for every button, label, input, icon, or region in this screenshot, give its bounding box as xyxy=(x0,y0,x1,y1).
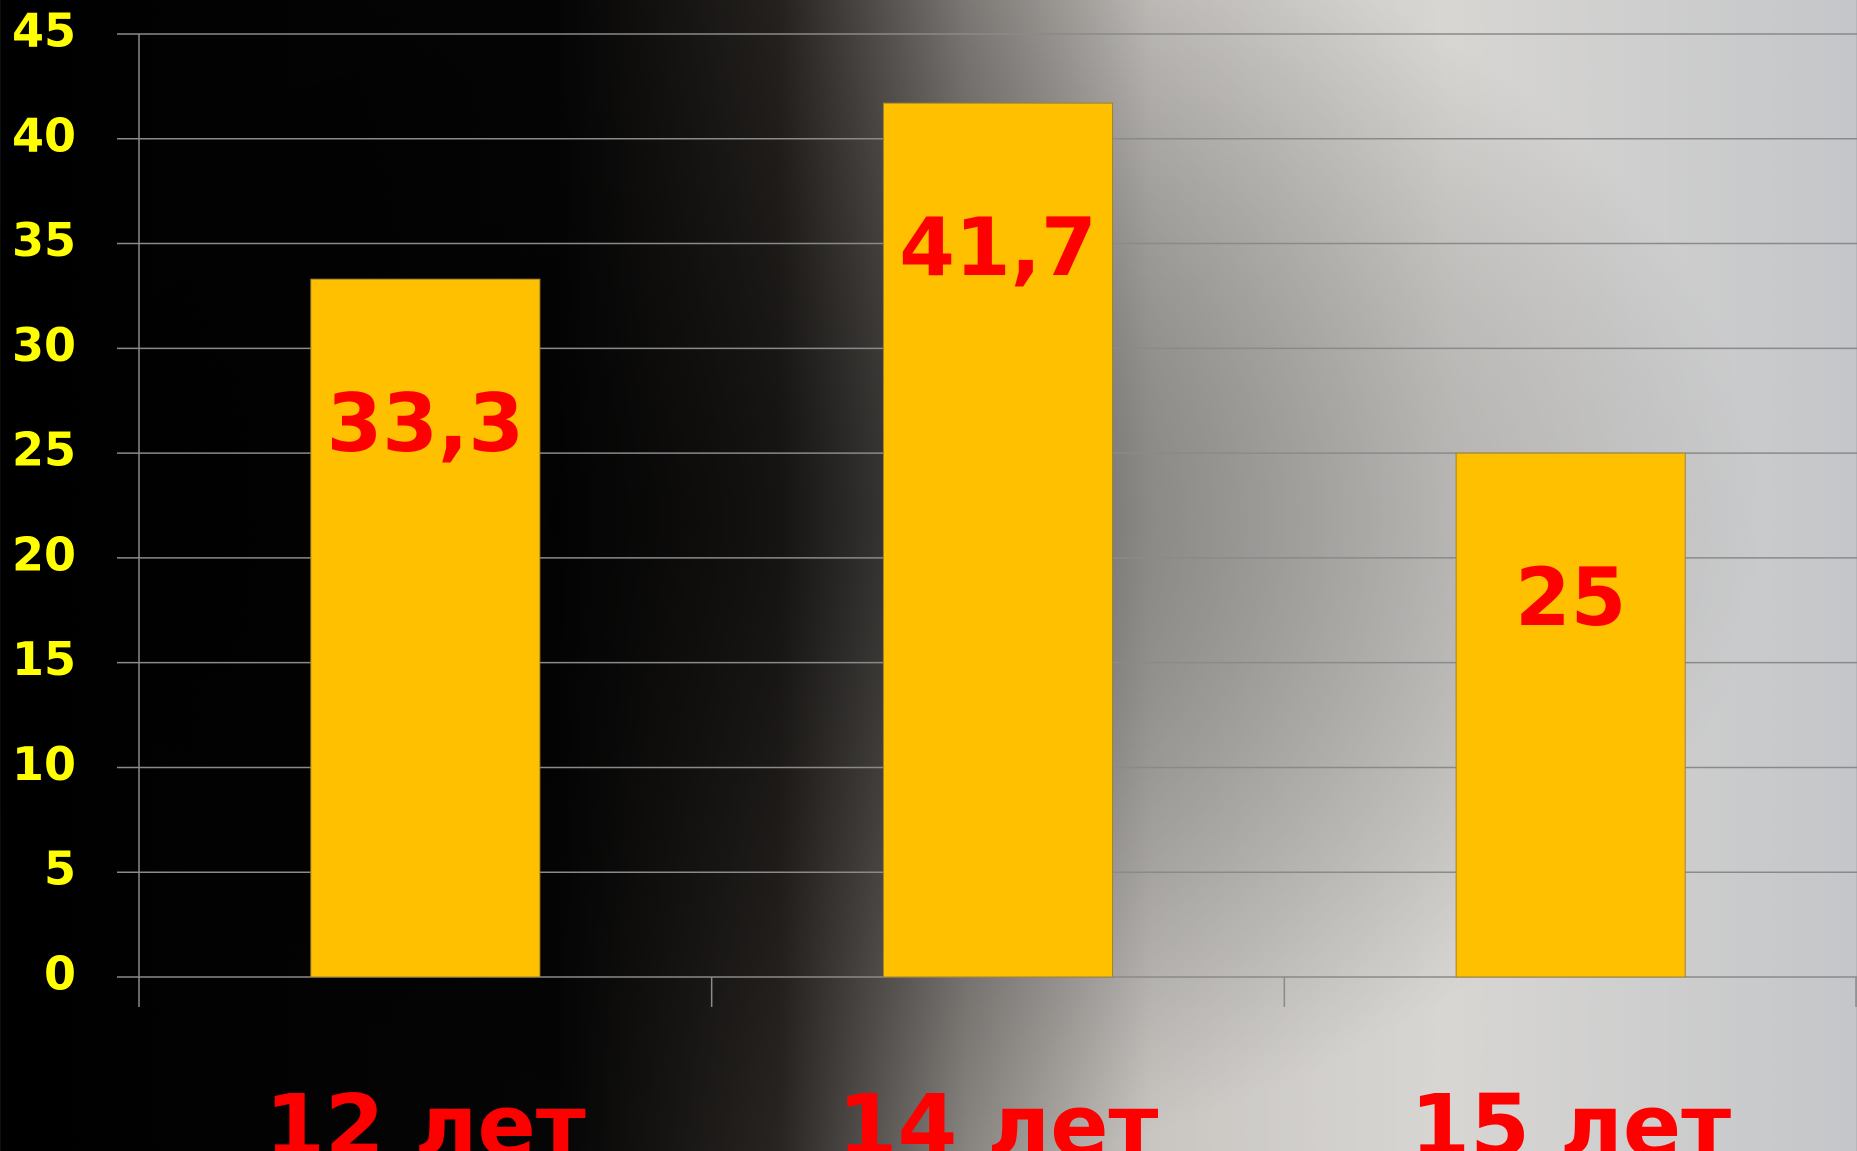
y-tick-label: 5 xyxy=(44,842,76,896)
y-tick-label: 25 xyxy=(12,423,76,477)
x-tick-label: 12 лет xyxy=(265,1076,586,1151)
y-tick-label: 40 xyxy=(12,108,76,162)
y-tick-label: 15 xyxy=(12,632,76,686)
y-tick-label: 0 xyxy=(44,947,76,1001)
y-tick-label: 10 xyxy=(12,737,76,791)
data-label: 33,3 xyxy=(327,377,524,470)
chart: 0 5 10 15 20 25 30 35 40 45 33,3 12 лет 41,7 14 лет 25… xyxy=(0,0,1857,1151)
y-tick-label: 45 xyxy=(12,4,76,58)
data-label: 25 xyxy=(1515,551,1626,644)
y-tick-label: 35 xyxy=(12,213,76,267)
bar xyxy=(1456,453,1685,977)
y-tick-label: 20 xyxy=(12,527,76,581)
x-tick-label: 14 лет xyxy=(838,1076,1159,1151)
x-tick-label: 15 лет xyxy=(1410,1076,1731,1151)
y-tick-label: 30 xyxy=(12,318,76,372)
data-label: 41,7 xyxy=(899,201,1096,294)
